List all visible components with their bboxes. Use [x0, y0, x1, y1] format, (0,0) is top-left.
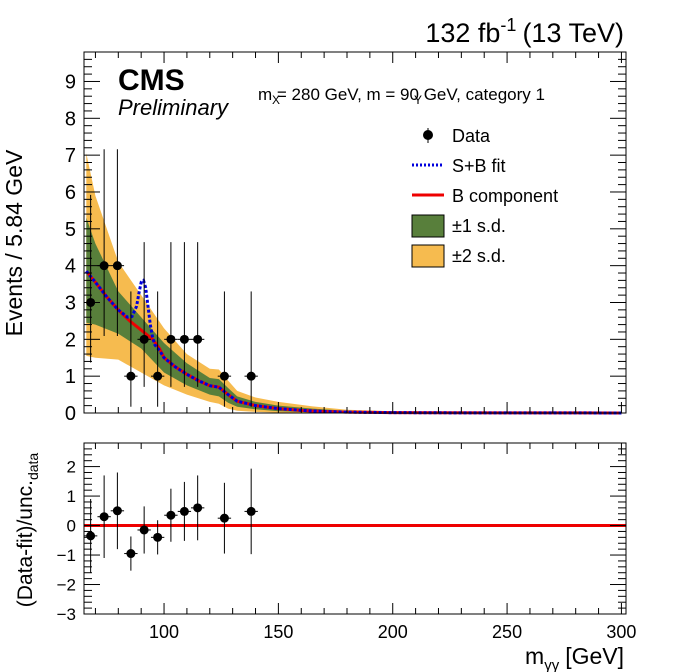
cms-label: CMS — [118, 64, 185, 97]
legend-data-marker — [423, 128, 433, 143]
data-point — [97, 149, 111, 337]
ytick-label: 4 — [65, 256, 76, 278]
legend-2sd-swatch — [411, 244, 445, 268]
residual-ytick-label: −2 — [57, 576, 76, 595]
residual-point — [97, 475, 111, 558]
xtick-label: 100 — [149, 622, 179, 642]
data-point — [110, 149, 125, 337]
residual-point — [124, 536, 138, 571]
ytick-label: 8 — [65, 108, 76, 130]
residual-point — [190, 475, 205, 541]
data-point — [217, 291, 232, 407]
data-points — [83, 149, 258, 407]
residual-ylabel: (Data-fit)/unc.data — [14, 453, 41, 608]
xtick-label: 250 — [492, 622, 522, 642]
ytick-label: 6 — [65, 182, 76, 204]
data-point — [164, 242, 178, 387]
ytick-label: 0 — [65, 403, 76, 425]
residual-point — [164, 488, 178, 542]
residual-ytick-label: 1 — [67, 487, 76, 506]
data-point — [177, 242, 192, 387]
residual-ytick-label: 0 — [67, 517, 76, 536]
fit-curves — [85, 270, 622, 415]
residual-point — [110, 472, 125, 550]
xlabel: mγγ [GeV] — [525, 643, 624, 672]
residual-point — [244, 468, 258, 555]
residual-axis-ticks: −3 −2 −1 0 1 2 100 150 200 250 300 — [57, 442, 636, 642]
ytick-label: 1 — [65, 366, 76, 388]
xtick-label: 300 — [606, 622, 636, 642]
data-point — [137, 242, 151, 387]
top-frame — [83, 51, 627, 414]
ytick-label: 9 — [65, 71, 76, 93]
data-point — [124, 291, 138, 407]
legend-1sd-swatch — [411, 214, 445, 238]
ytick-label: 7 — [65, 145, 76, 167]
data-point — [150, 291, 165, 407]
info-sub-y: Y — [414, 93, 422, 107]
ytick-label: 3 — [65, 292, 76, 314]
preliminary-label: Preliminary — [118, 95, 230, 120]
sb-fit-curve — [85, 270, 622, 415]
residual-ytick-label: −3 — [57, 605, 76, 624]
residual-frame — [83, 442, 627, 615]
residual-content — [83, 468, 626, 573]
residual-point — [177, 481, 192, 541]
category-info: m = 280 GeV, m = 90 GeV, category 1 — [258, 85, 545, 104]
ytick-label: 5 — [65, 219, 76, 241]
residual-point — [137, 506, 151, 554]
lumi-label: 132 fb-1 (13 TeV) — [425, 15, 624, 48]
data-point — [244, 291, 258, 407]
xtick-label: 150 — [263, 622, 293, 642]
residual-ytick-label: 2 — [67, 458, 76, 477]
legend-data-label: Data — [452, 126, 491, 146]
residual-plot-area — [84, 443, 626, 614]
legend: Data S+B fit B component ±1 s.d. ±2 s.d. — [411, 126, 558, 268]
legend-2sd-label: ±2 s.d. — [452, 246, 506, 266]
residual-point — [150, 520, 165, 555]
legend-b-label: B component — [452, 186, 558, 206]
residual-point — [217, 482, 232, 554]
info-sub-x: X — [272, 93, 280, 107]
top-axis-ticks: 0 1 2 3 4 5 6 7 8 9 — [65, 51, 626, 425]
legend-1sd-label: ±1 s.d. — [452, 216, 506, 236]
ytick-label: 2 — [65, 329, 76, 351]
data-point — [190, 242, 205, 387]
residual-ytick-label: −1 — [57, 546, 76, 565]
top-ylabel: Events / 5.84 GeV — [1, 149, 27, 336]
xtick-label: 200 — [378, 622, 408, 642]
legend-sb-label: S+B fit — [452, 156, 506, 176]
